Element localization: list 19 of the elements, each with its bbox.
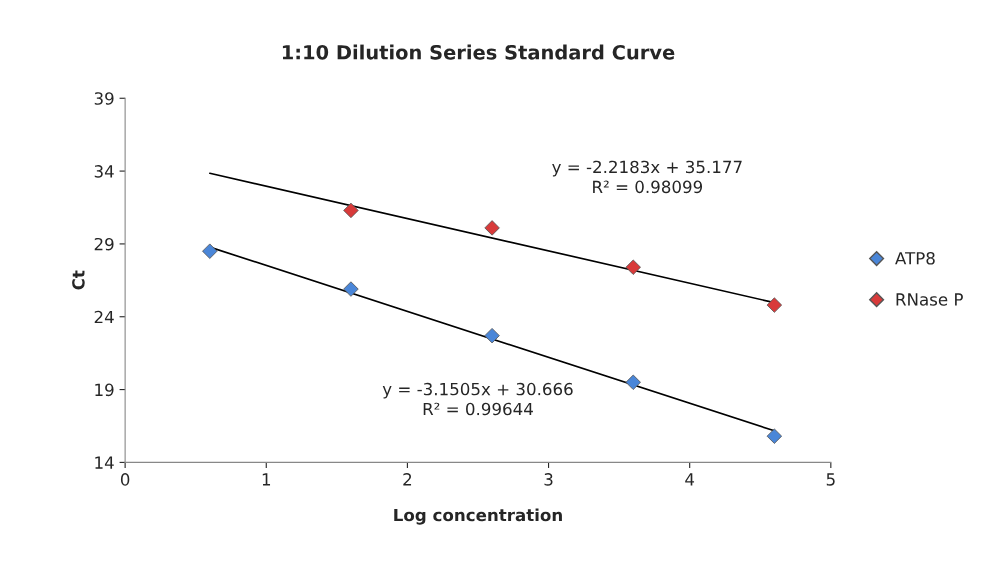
annotation: y = -2.2183x + 35.177 R² = 0.98099 (552, 160, 742, 194)
x-tick-label: 3 (544, 473, 553, 486)
chart-title: 1:10 Dilution Series Standard Curve (282, 44, 675, 60)
y-tick-label: 19 (95, 383, 114, 397)
legend-label: RNase P (896, 293, 963, 306)
x-tick-label: 2 (403, 473, 412, 486)
y-tick-label: 39 (94, 92, 114, 105)
y-tick-label: 14 (95, 456, 114, 469)
x-tick-label: 0 (120, 473, 130, 486)
x-axis-title: Log concentration (394, 508, 562, 525)
y-tick-label: 24 (94, 310, 114, 324)
x-tick-label: 4 (685, 473, 695, 486)
y-tick-label: 34 (94, 165, 114, 178)
annotation: y = -3.1505x + 30.666 R² = 0.99644 (382, 382, 573, 416)
legend-label: ATP8 (895, 251, 935, 265)
y-tick-label: 29 (94, 237, 114, 251)
y-axis-title: Ct (72, 270, 85, 290)
x-tick-label: 5 (826, 473, 835, 486)
x-tick-label: 1 (262, 473, 271, 486)
